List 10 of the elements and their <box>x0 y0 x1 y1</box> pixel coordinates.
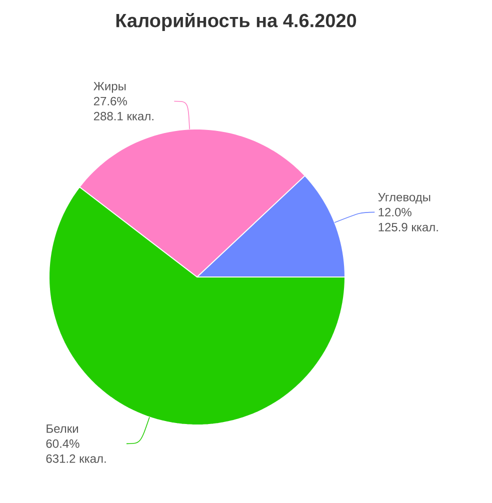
slice-label: Белки <box>46 424 78 433</box>
slice-label: Углеводы <box>378 193 430 204</box>
data-label: 27.6% <box>94 96 127 106</box>
chart-title: Калорийность на 4.6.2020 <box>116 12 356 32</box>
text: 631.2 ккал. <box>46 454 106 463</box>
slice-label: Жиры <box>94 82 126 93</box>
text: 288.1 ккал. <box>94 112 154 120</box>
text: 125.9 ккал. <box>378 222 438 232</box>
data-label: 60.4% <box>46 439 80 448</box>
data-label: 12.0% <box>378 208 412 216</box>
